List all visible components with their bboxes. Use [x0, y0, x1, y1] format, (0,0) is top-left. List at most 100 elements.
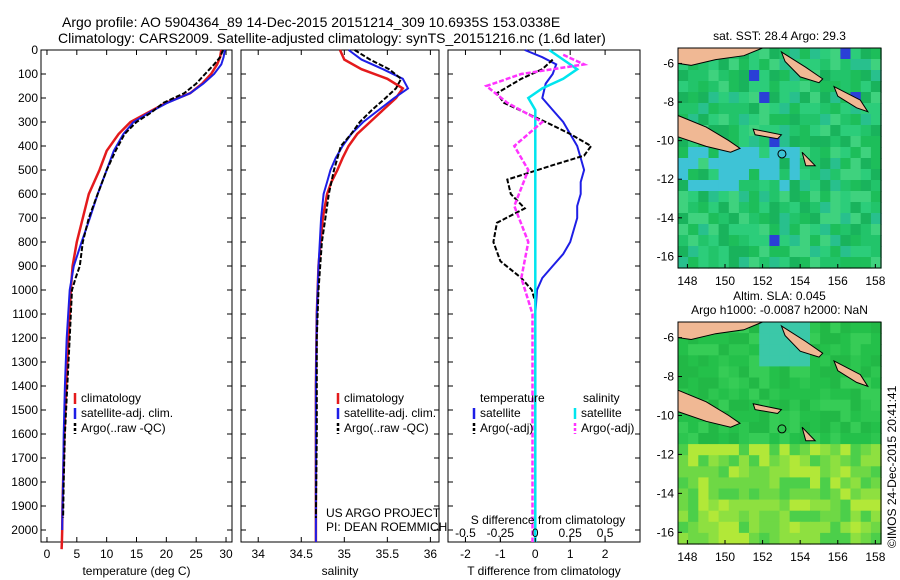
sla-map-cell	[779, 499, 791, 512]
sla-map-cell	[860, 488, 872, 501]
sst-map-cell	[850, 191, 862, 203]
sst-map-cell	[769, 125, 781, 137]
sst-map-cell	[799, 246, 811, 258]
sla-map-cell	[769, 399, 781, 412]
sst-map-cell	[830, 246, 842, 258]
sst-map-cell	[789, 147, 801, 159]
sst-map-cell	[789, 81, 801, 93]
sla-map-cell	[820, 444, 831, 456]
imos-stamp: ©IMOS 24-Dec-2015 20:41:41	[885, 385, 899, 548]
sst-map-cell	[718, 180, 730, 192]
sla-map-cell	[820, 477, 831, 490]
sst-map-cell	[688, 224, 699, 236]
sla-map-cell	[789, 477, 801, 490]
sla-map-cell	[708, 433, 720, 445]
sla-map-cell	[830, 355, 842, 367]
sla-map-cell	[708, 421, 720, 434]
sla-map-cell	[728, 466, 740, 478]
sst-land-mass	[677, 114, 742, 153]
sst-map-cell	[810, 224, 821, 236]
sla-map-cell	[759, 333, 770, 345]
sla-map-cell	[749, 499, 760, 512]
sla-map-cell	[779, 510, 791, 523]
sla-map-cell	[718, 388, 730, 401]
sst-map-cell	[759, 224, 770, 236]
sst-map-cell	[678, 202, 689, 214]
sla-map-cell	[830, 532, 842, 545]
sst-map-cell	[769, 70, 781, 82]
diff-salinity-xlabel: S difference from climatology	[471, 513, 626, 527]
sst-map-cell	[779, 59, 791, 71]
sst-map-cell	[738, 169, 750, 181]
sst-map-cell	[870, 257, 882, 269]
sst-map-cell	[678, 180, 689, 192]
sst-map-cell	[850, 125, 862, 137]
sla-map-cell	[860, 477, 872, 490]
sla-map-cell	[678, 455, 689, 467]
sla-map-cell	[779, 366, 791, 379]
sla-map-cell	[779, 466, 791, 478]
diff-temperature-argo-line	[492, 58, 593, 303]
sla-map-cell	[799, 421, 811, 434]
sla-map-cell	[749, 466, 760, 478]
sla-map-cell	[708, 366, 720, 379]
sla-map-cell	[708, 466, 720, 478]
sla-map-cell	[860, 499, 872, 512]
sla-land-mass	[801, 426, 817, 442]
sst-xtick-label: 158	[865, 274, 885, 288]
sst-map-cell	[718, 125, 730, 137]
sla-map-cell	[830, 499, 842, 512]
sla-map-cell	[769, 532, 781, 545]
sla-map-cell	[759, 433, 770, 445]
sla-map-cell	[759, 322, 770, 334]
sst-map-cell	[789, 158, 801, 170]
sla-map-cell	[789, 444, 801, 456]
sst-map-cell	[678, 213, 689, 225]
sst-map-cell	[759, 180, 770, 192]
sst-map-cell	[810, 202, 821, 214]
sla-map-cell	[749, 510, 760, 523]
sla-map-cell	[688, 488, 699, 501]
sla-map-cell	[749, 322, 760, 334]
sla-map-cell	[738, 433, 750, 445]
sst-map-cell	[870, 70, 882, 82]
sla-map-cell	[830, 421, 842, 434]
sst-map-cell	[860, 213, 872, 225]
sla-map-cell	[779, 377, 791, 390]
sst-map-cell	[850, 103, 862, 115]
sst-map-cell	[820, 147, 831, 159]
sst-map-cell	[678, 235, 689, 247]
sst-map-cell	[789, 180, 801, 192]
sla-map-cell	[688, 344, 699, 356]
sst-map-cell	[870, 114, 882, 126]
sst-map-cell	[860, 191, 872, 203]
sst-map-cell	[840, 158, 852, 170]
sla-map-cell	[678, 477, 689, 490]
difference-xtick-label: 1	[567, 547, 574, 561]
sla-map-cell	[759, 388, 770, 401]
sla-map-cell	[810, 333, 821, 345]
sst-map-cell	[728, 213, 740, 225]
sst-map-cell	[810, 169, 821, 181]
sst-map-cell	[789, 48, 801, 60]
sla-map-cell	[769, 388, 781, 401]
depth-tick-label: 600	[18, 187, 38, 201]
sst-map-cell	[830, 114, 842, 126]
sst-map-cell	[830, 103, 842, 115]
sst-map-cell	[820, 158, 831, 170]
sla-map-cell	[850, 477, 862, 490]
sla-map-cell	[850, 499, 862, 512]
sst-map-cell	[728, 136, 740, 148]
sst-map-cell	[749, 169, 760, 181]
sst-map-cell	[698, 114, 710, 126]
sla-map-cell	[799, 377, 811, 390]
sst-map-cell	[830, 158, 842, 170]
sla-map-cell	[870, 377, 882, 390]
sst-map-cell	[749, 257, 760, 269]
sla-map-cell	[810, 421, 821, 434]
sst-map-cell	[769, 257, 781, 269]
sla-ytick-label: -6	[663, 331, 674, 345]
sst-map-cell	[718, 114, 730, 126]
sst-map-cell	[850, 257, 862, 269]
salinity-argo-line	[314, 49, 403, 519]
